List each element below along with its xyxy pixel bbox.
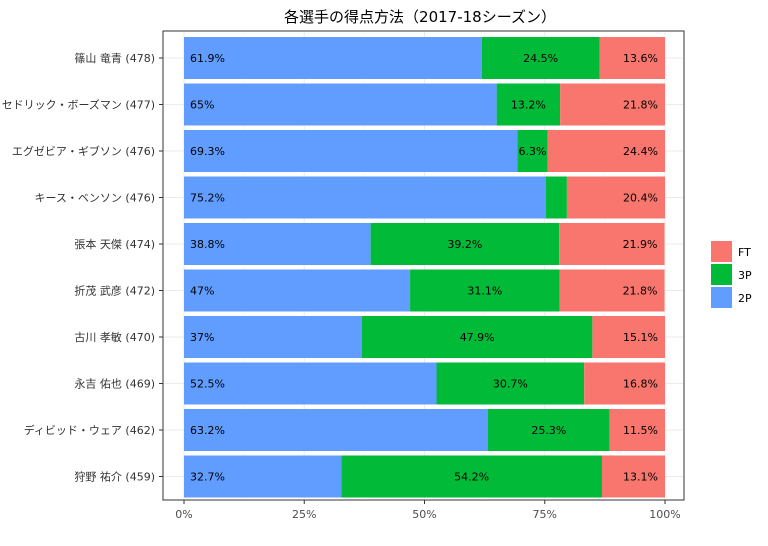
bar-ft-3: [566, 176, 665, 219]
bar-2p-4: [184, 223, 371, 265]
bar-3p-2: [517, 130, 548, 172]
data-label-ft-4: 21.9%: [623, 238, 658, 251]
bar-3p-1: [496, 83, 561, 126]
bar-2p-7: [184, 362, 437, 405]
data-label-3p-4: 39.2%: [447, 238, 482, 251]
bar-ft-9: [601, 455, 665, 498]
legend-label-ft: FT: [738, 246, 751, 259]
y-tick-label-7: 永吉 佑也 (469): [74, 377, 155, 391]
legend-label-3p: 3P: [738, 269, 752, 282]
bar-2p-5: [184, 269, 411, 312]
bar-ft-0: [599, 37, 665, 79]
data-label-3p-1: 13.2%: [511, 99, 546, 112]
data-label-3p-9: 54.2%: [454, 471, 489, 484]
bar-2p-1: [184, 83, 497, 126]
data-label-2p-2: 69.3%: [190, 145, 225, 158]
data-label-2p-7: 52.5%: [190, 378, 225, 391]
y-tick-label-8: ディビッド・ウェア (462): [24, 423, 155, 437]
data-label-ft-3: 20.4%: [623, 192, 658, 205]
bar-3p-8: [487, 409, 610, 451]
y-tick-label-9: 狩野 祐介 (459): [74, 470, 155, 484]
legend-key-ft: [711, 241, 732, 262]
x-tick-label-2: 50%: [412, 508, 436, 521]
data-label-2p-4: 38.8%: [190, 238, 225, 251]
y-tick-label-2: エグゼビア・ギブソン (476): [12, 144, 155, 158]
bar-2p-3: [184, 176, 546, 219]
data-label-2p-1: 65%: [190, 99, 214, 112]
bar-3p-6: [361, 316, 593, 358]
data-label-2p-8: 63.2%: [190, 424, 225, 437]
bar-3p-0: [481, 37, 600, 79]
data-label-ft-5: 21.8%: [623, 285, 658, 298]
bar-2p-8: [184, 409, 488, 451]
x-tick-label-3: 75%: [533, 508, 557, 521]
data-label-ft-8: 11.5%: [623, 424, 658, 437]
data-label-ft-9: 13.1%: [623, 471, 658, 484]
legend: FT 3P 2P: [711, 241, 752, 308]
data-label-3p-8: 25.3%: [531, 424, 566, 437]
bar-ft-4: [559, 223, 665, 265]
data-label-ft-6: 15.1%: [623, 331, 658, 344]
data-label-3p-7: 30.7%: [493, 378, 528, 391]
data-label-ft-2: 24.4%: [623, 145, 658, 158]
y-tick-label-0: 篠山 竜青 (478): [74, 51, 155, 65]
bar-ft-1: [560, 83, 665, 126]
bar-ft-8: [609, 409, 665, 451]
data-label-2p-5: 47%: [190, 285, 214, 298]
x-tick-label-1: 25%: [292, 508, 316, 521]
bar-2p-9: [184, 455, 342, 498]
bar-3p-9: [341, 455, 602, 498]
y-tick-label-6: 古川 孝敏 (470): [74, 330, 155, 344]
legend-key-3p: [711, 264, 732, 285]
bar-ft-7: [584, 362, 665, 405]
data-label-2p-3: 75.2%: [190, 192, 225, 205]
data-labels: 61.9% 24.5% 13.6% 65% 13.2% 21.8% 69.3% 6.3% 24.…: [190, 52, 658, 484]
x-tick-label-0: 0%: [175, 508, 192, 521]
legend-label-2p: 2P: [738, 292, 752, 305]
x-tick-label-4: 100%: [649, 508, 680, 521]
data-label-ft-7: 16.8%: [623, 378, 658, 391]
bar-3p-5: [410, 269, 560, 312]
data-label-2p-9: 32.7%: [190, 471, 225, 484]
data-label-ft-1: 21.8%: [623, 99, 658, 112]
bar-ft-5: [559, 269, 665, 312]
chart-title: 各選手の得点方法（2017-18シーズン）: [284, 8, 556, 26]
data-label-ft-0: 13.6%: [623, 52, 658, 65]
bar-2p-2: [184, 130, 518, 172]
bars: [184, 37, 665, 498]
bar-2p-6: [184, 316, 362, 358]
y-tick-label-4: 張本 天傑 (474): [74, 237, 155, 251]
y-tick-label-3: キース・ベンソン (476): [34, 192, 155, 205]
bar-ft-6: [592, 316, 665, 358]
bar-3p-7: [436, 362, 585, 405]
data-label-3p-6: 47.9%: [460, 331, 495, 344]
x-axis-labels: 0% 25% 50% 75% 100%: [175, 500, 681, 521]
data-label-3p-5: 31.1%: [467, 285, 502, 298]
bar-3p-3: [545, 176, 567, 219]
legend-key-2p: [711, 287, 732, 308]
data-label-3p-2: 6.3%: [519, 145, 547, 158]
bar-3p-4: [370, 223, 560, 265]
bar-ft-2: [547, 130, 665, 172]
y-tick-label-1: セドリック・ボーズマン (477): [2, 98, 155, 112]
data-label-3p-0: 24.5%: [523, 52, 558, 65]
y-tick-label-5: 折茂 武彦 (472): [74, 284, 155, 298]
bar-2p-0: [184, 37, 482, 79]
data-label-2p-0: 61.9%: [190, 52, 225, 65]
data-label-2p-6: 37%: [190, 331, 214, 344]
y-axis-labels: 篠山 竜青 (478) セドリック・ボーズマン (477) エグゼビア・ギブソン (…: [2, 51, 163, 484]
